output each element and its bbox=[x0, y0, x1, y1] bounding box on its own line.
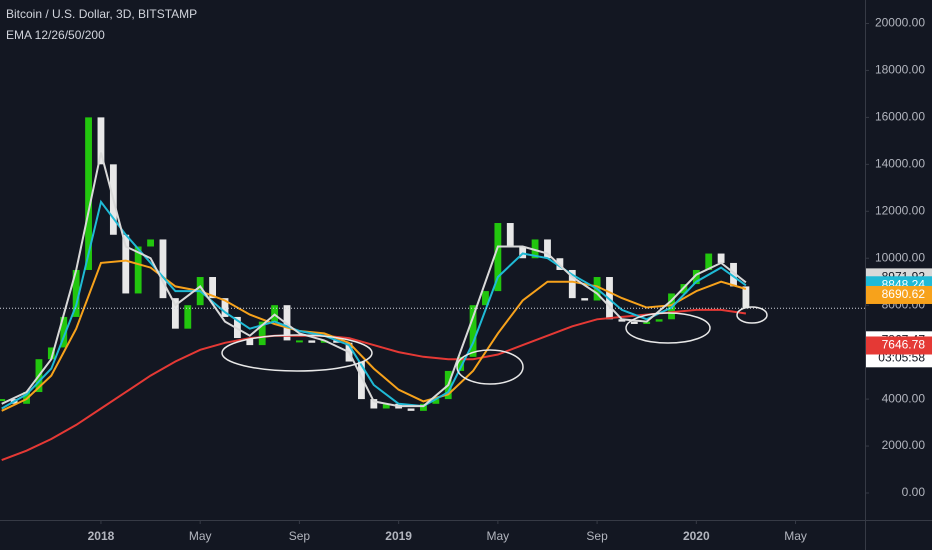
annotations bbox=[221, 306, 768, 385]
y-tick-label: 0.00 bbox=[902, 485, 926, 499]
candle bbox=[643, 321, 651, 324]
candle bbox=[531, 239, 539, 259]
last-label-bg bbox=[866, 336, 932, 355]
candle bbox=[308, 340, 316, 343]
ellipse bbox=[221, 334, 373, 372]
last-label-bg bbox=[866, 285, 932, 304]
ema-line bbox=[1, 308, 747, 462]
ellipse bbox=[625, 312, 711, 344]
ema-line bbox=[1, 259, 747, 412]
candle bbox=[184, 305, 192, 329]
candle bbox=[544, 239, 551, 259]
y-tick-label: 18000.00 bbox=[875, 63, 925, 77]
candle bbox=[519, 246, 527, 259]
candle bbox=[692, 269, 700, 285]
candle bbox=[60, 316, 68, 348]
candle bbox=[358, 361, 365, 400]
candle bbox=[147, 239, 154, 247]
candle bbox=[407, 408, 415, 411]
candle bbox=[85, 117, 92, 270]
candle bbox=[581, 298, 589, 301]
candle bbox=[370, 399, 378, 409]
candle bbox=[469, 305, 477, 357]
candle bbox=[134, 246, 142, 294]
candle bbox=[72, 269, 80, 317]
ellipse bbox=[456, 349, 524, 385]
y-tick-label: 4000.00 bbox=[882, 391, 926, 405]
candle bbox=[432, 399, 440, 404]
y-tick-label: 14000.00 bbox=[875, 157, 925, 171]
candle bbox=[494, 223, 502, 292]
candle bbox=[705, 253, 713, 270]
candle bbox=[233, 316, 241, 339]
ema-line bbox=[1, 152, 747, 408]
x-tick-label: 2018 bbox=[88, 529, 115, 543]
candle bbox=[482, 291, 489, 306]
candle bbox=[506, 223, 514, 247]
candle bbox=[0, 399, 6, 402]
candle bbox=[258, 321, 266, 346]
candle bbox=[655, 319, 663, 322]
x-tick-label: 2020 bbox=[683, 529, 710, 543]
ellipse bbox=[736, 306, 768, 324]
candle bbox=[742, 286, 750, 309]
candle bbox=[221, 298, 229, 317]
ema-line bbox=[1, 199, 747, 410]
x-tick-label: Sep bbox=[289, 529, 311, 543]
x-tick-label: May bbox=[487, 529, 510, 543]
x-tick-label: May bbox=[189, 529, 212, 543]
candle bbox=[209, 277, 217, 299]
candle bbox=[246, 338, 254, 346]
indicator-label: EMA 12/26/50/200 bbox=[6, 28, 105, 42]
y-tick-label: 2000.00 bbox=[882, 438, 926, 452]
candle bbox=[630, 321, 638, 324]
y-tick-label: 10000.00 bbox=[875, 250, 925, 264]
candle bbox=[47, 347, 55, 360]
candle bbox=[730, 262, 737, 287]
candle bbox=[320, 340, 328, 343]
candle bbox=[457, 356, 465, 371]
y-tick-label: 12000.00 bbox=[875, 203, 925, 217]
candle bbox=[618, 319, 626, 322]
last-label: 8690.62 bbox=[882, 287, 926, 301]
candle bbox=[97, 117, 105, 165]
chart-title: Bitcoin / U.S. Dollar, 3D, BITSTAMP bbox=[6, 7, 197, 21]
last-label: 7646.78 bbox=[882, 338, 926, 352]
candle bbox=[717, 253, 725, 263]
candle bbox=[171, 298, 179, 329]
x-tick-label: 2019 bbox=[385, 529, 412, 543]
y-tick-label: 20000.00 bbox=[875, 16, 925, 30]
x-tick-label: May bbox=[784, 529, 807, 543]
candle bbox=[420, 403, 427, 411]
plot bbox=[0, 117, 865, 462]
candle bbox=[333, 340, 341, 343]
candle bbox=[382, 403, 390, 409]
candle bbox=[159, 239, 167, 299]
candle bbox=[122, 234, 130, 294]
y-tick-label: 16000.00 bbox=[875, 110, 925, 124]
x-tick-label: Sep bbox=[586, 529, 608, 543]
candle bbox=[568, 269, 576, 299]
candle bbox=[296, 340, 303, 343]
